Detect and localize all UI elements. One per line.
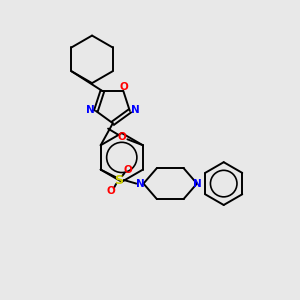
Text: N: N [86, 105, 95, 115]
Text: N: N [136, 178, 144, 189]
Text: S: S [115, 173, 124, 187]
Text: O: O [106, 186, 115, 196]
Text: O: O [123, 165, 132, 175]
Text: O: O [119, 82, 128, 92]
Text: N: N [131, 105, 140, 115]
Text: N: N [193, 178, 202, 189]
Text: O: O [117, 132, 126, 142]
